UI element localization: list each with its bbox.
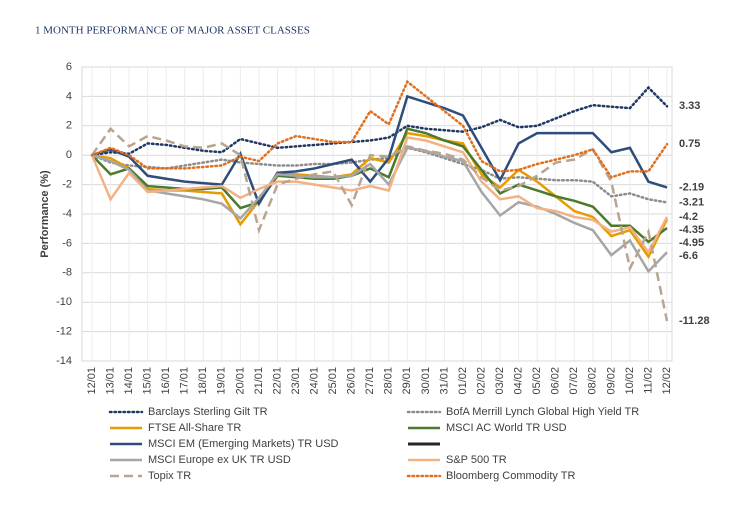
x-tick-label: 15/01 [142, 367, 154, 395]
x-tick-label: 22/01 [271, 367, 283, 395]
legend-label: FTSE All-Share TR [148, 422, 241, 434]
x-tick-label: 25/01 [327, 367, 339, 395]
y-tick-label: -10 [56, 296, 72, 308]
x-tick-label: 14/01 [123, 367, 135, 395]
series-line [91, 146, 668, 274]
series-line [90, 136, 669, 255]
x-tick-label: 21/01 [253, 367, 265, 395]
x-tick-label: 05/02 [531, 367, 543, 395]
x-tick-label: 13/01 [104, 367, 116, 395]
x-tick-label: 16/01 [160, 367, 172, 395]
legend-label: S&P 500 TR [446, 454, 507, 466]
x-tick-label: 12/01 [86, 367, 98, 395]
legend-label: MSCI Europe ex UK TR USD [148, 454, 291, 466]
x-tick-label: 20/01 [234, 367, 246, 395]
x-tick-label: 01/02 [457, 367, 469, 395]
x-tick-label: 17/01 [179, 367, 191, 395]
legend-label: Bloomberg Commodity TR [446, 470, 575, 482]
x-tick-label: 07/02 [568, 367, 580, 395]
x-tick-label: 12/02 [661, 367, 673, 395]
series-line [91, 131, 669, 260]
end-label: -11.28 [679, 315, 710, 327]
x-tick-label: 23/01 [290, 367, 302, 395]
series-line [90, 146, 669, 204]
y-tick-label: 0 [66, 149, 72, 161]
series-line [91, 94, 668, 207]
y-tick-label: -8 [62, 267, 72, 279]
end-label: -6.6 [679, 250, 698, 262]
end-label: 0.75 [679, 138, 700, 150]
x-tick-label: 24/01 [308, 367, 320, 395]
x-tick-label: 19/01 [216, 367, 228, 395]
end-label: -4.95 [679, 237, 704, 249]
y-tick-label: -12 [56, 326, 72, 338]
legend-label: Barclays Sterling Gilt TR [148, 406, 268, 418]
x-tick-label: 04/02 [513, 367, 525, 395]
end-label: 3.33 [679, 100, 700, 112]
y-tick-label: -4 [62, 208, 72, 220]
x-tick-label: 09/02 [605, 367, 617, 395]
x-tick-label: 10/02 [624, 367, 636, 395]
x-tick-label: 18/01 [197, 367, 209, 395]
end-label: -4.2 [679, 211, 698, 223]
y-tick-label: 2 [66, 120, 72, 132]
y-tick-label: 6 [66, 61, 72, 73]
x-tick-label: 26/01 [346, 367, 358, 395]
y-tick-label: -14 [56, 355, 72, 367]
x-tick-label: 31/01 [438, 367, 450, 395]
legend-label: MSCI EM (Emerging Markets) TR USD [148, 438, 339, 450]
x-tick-label: 06/02 [550, 367, 562, 395]
legend-label: Topix TR [148, 470, 191, 482]
end-label: -2.19 [679, 181, 704, 193]
x-tick-label: 03/02 [494, 367, 506, 395]
y-tick-label: 4 [66, 90, 72, 102]
plot-border [81, 66, 673, 362]
y-tick-label: -2 [62, 179, 72, 191]
x-tick-label: 02/02 [475, 367, 487, 395]
x-tick-label: 29/01 [401, 367, 413, 395]
end-label: -4.35 [679, 224, 704, 236]
x-tick-label: 08/02 [587, 367, 599, 395]
series-line [90, 85, 669, 157]
chart-title: 1 MONTH PERFORMANCE OF MAJOR ASSET CLASS… [35, 25, 310, 37]
legend-label: MSCI AC World TR USD [446, 422, 567, 434]
x-tick-label: 27/01 [364, 367, 376, 395]
series-line [90, 79, 669, 179]
end-label: -3.21 [679, 196, 704, 208]
legend-label: BofA Merrill Lynch Global High Yield TR [446, 406, 639, 418]
x-tick-label: 30/01 [420, 367, 432, 395]
y-tick-label: -6 [62, 237, 72, 249]
y-axis-label: Performance (%) [39, 170, 51, 258]
x-tick-label: 28/01 [383, 367, 395, 395]
series-line [90, 126, 669, 322]
x-tick-label: 11/02 [642, 367, 654, 394]
